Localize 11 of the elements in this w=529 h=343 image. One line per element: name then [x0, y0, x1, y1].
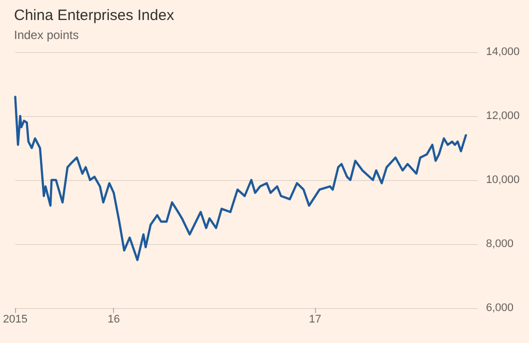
x-tick-label: 16	[108, 314, 120, 326]
line-series	[14, 96, 467, 262]
y-tick-label: 8,000	[486, 238, 514, 250]
chart-subtitle: Index points	[14, 28, 79, 42]
chart-title: China Enterprises Index	[14, 7, 175, 24]
y-tick-label: 12,000	[486, 110, 520, 122]
x-tick-label: 17	[309, 314, 322, 326]
y-tick-label: 14,000	[486, 46, 520, 58]
y-tick-label: 10,000	[486, 174, 520, 186]
y-tick-label: 6,000	[486, 302, 514, 314]
x-tick-label: 2015	[2, 314, 28, 326]
